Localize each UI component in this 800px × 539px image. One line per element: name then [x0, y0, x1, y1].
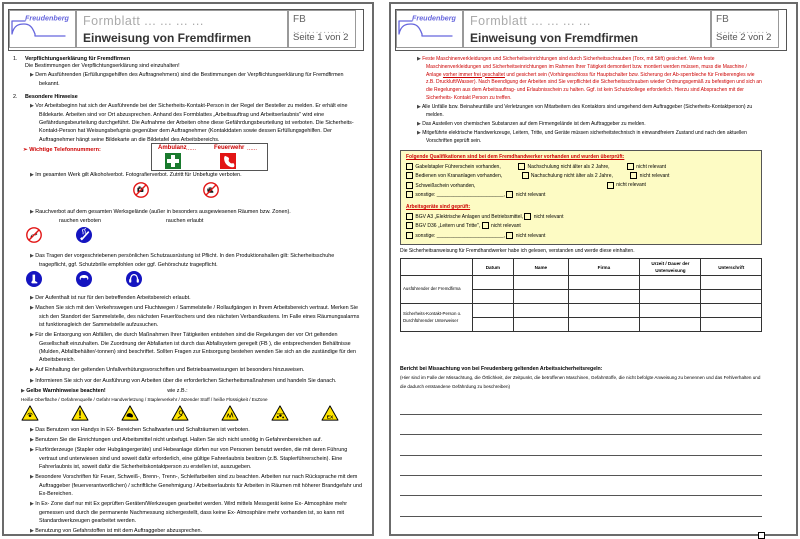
svg-text:Freudenberg: Freudenberg — [412, 14, 457, 23]
svg-text:Freudenberg: Freudenberg — [25, 14, 70, 23]
svg-text:EX: EX — [327, 414, 334, 420]
